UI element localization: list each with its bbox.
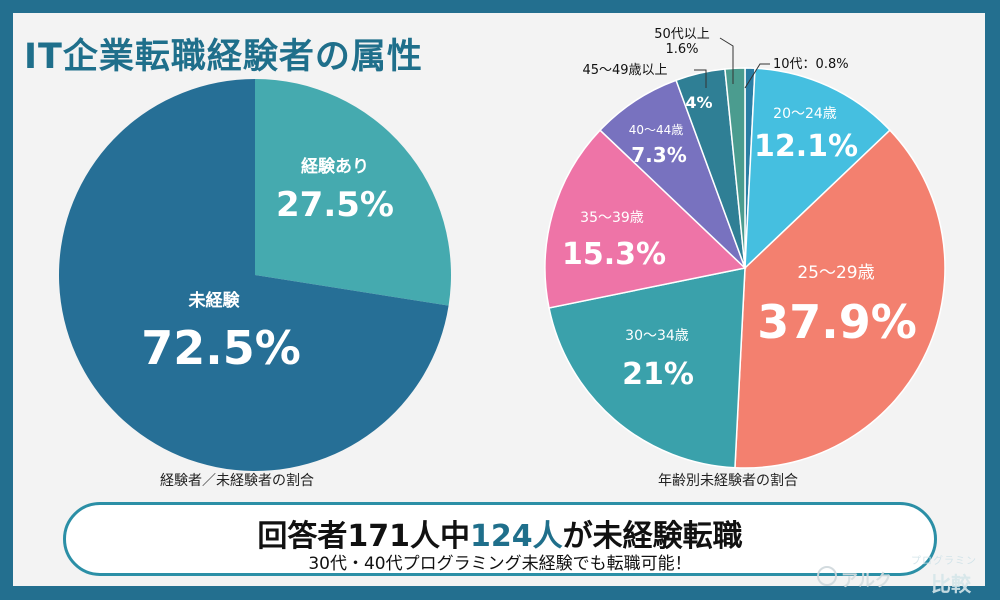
summary-banner: 回答者171人中124人が未経験転職 30代・40代プログラミング未経験でも転職…: [63, 502, 937, 576]
pie0-label-0: 経験あり: [301, 156, 369, 177]
summary-headline: 回答者171人中124人が未経験転職: [66, 511, 934, 555]
pie0-label-1: 未経験: [188, 290, 241, 311]
pie1-slice-4: [544, 129, 747, 309]
headline-pre: 回答者171人中: [257, 519, 470, 554]
pie1-label-5: 40〜44歳: [629, 123, 684, 137]
brand-sub: プログラミン: [911, 556, 977, 567]
pie1-slice-1: [744, 67, 891, 270]
pie1-label-1: 20〜24歳: [773, 106, 837, 122]
page-title: IT企業転職経験者の属性: [24, 37, 423, 77]
pie1-label-4: 35〜39歳: [580, 210, 644, 226]
right-chart-caption: 年齢別未経験者の割合: [658, 473, 798, 489]
pie0-slice-0: [255, 79, 451, 306]
pie1-slice-3: [548, 267, 746, 469]
pie1-value-6: 4%: [685, 93, 712, 112]
pie1-callout-7-value: 1.6%: [665, 42, 698, 57]
headline-highlight: 124人: [470, 519, 563, 554]
pie1-value-2: 37.9%: [757, 295, 917, 349]
pie1-value-4: 15.3%: [562, 237, 666, 272]
pie1-value-3: 21%: [622, 357, 694, 392]
pie1-callout-7-label: 50代以上: [654, 27, 710, 42]
pie1-callout-0: 10代：0.8%: [773, 57, 849, 72]
brand-sub2: 比較: [931, 572, 971, 596]
brand-logo-icon: [817, 566, 837, 586]
pie0-value-0: 27.5%: [276, 185, 394, 225]
pie1-slice-2: [734, 129, 946, 469]
brand-watermark: アルク プログラミン 比較: [815, 546, 995, 596]
brand-name: アルク: [841, 571, 892, 591]
pie1-label-3: 30〜34歳: [625, 328, 689, 344]
callout-line-50s: [719, 37, 734, 84]
pie0-slice-1: [58, 79, 449, 471]
pie1-slice-7: [724, 67, 746, 269]
pie1-value-5: 7.3%: [631, 143, 686, 167]
pie0-value-1: 72.5%: [141, 321, 301, 375]
summary-subline: 30代・40代プログラミング未経験でも転職可能！: [308, 554, 692, 574]
headline-post: が未経験転職: [562, 519, 743, 554]
pie1-value-1: 12.1%: [754, 129, 858, 164]
callout-line-45s: [694, 69, 707, 88]
pie1-callout-6: 45〜49歳以上: [582, 63, 667, 78]
left-chart-caption: 経験者／未経験者の割合: [160, 473, 314, 489]
pie1-label-2: 25〜29歳: [797, 263, 874, 283]
callout-line-10s: [744, 63, 770, 89]
